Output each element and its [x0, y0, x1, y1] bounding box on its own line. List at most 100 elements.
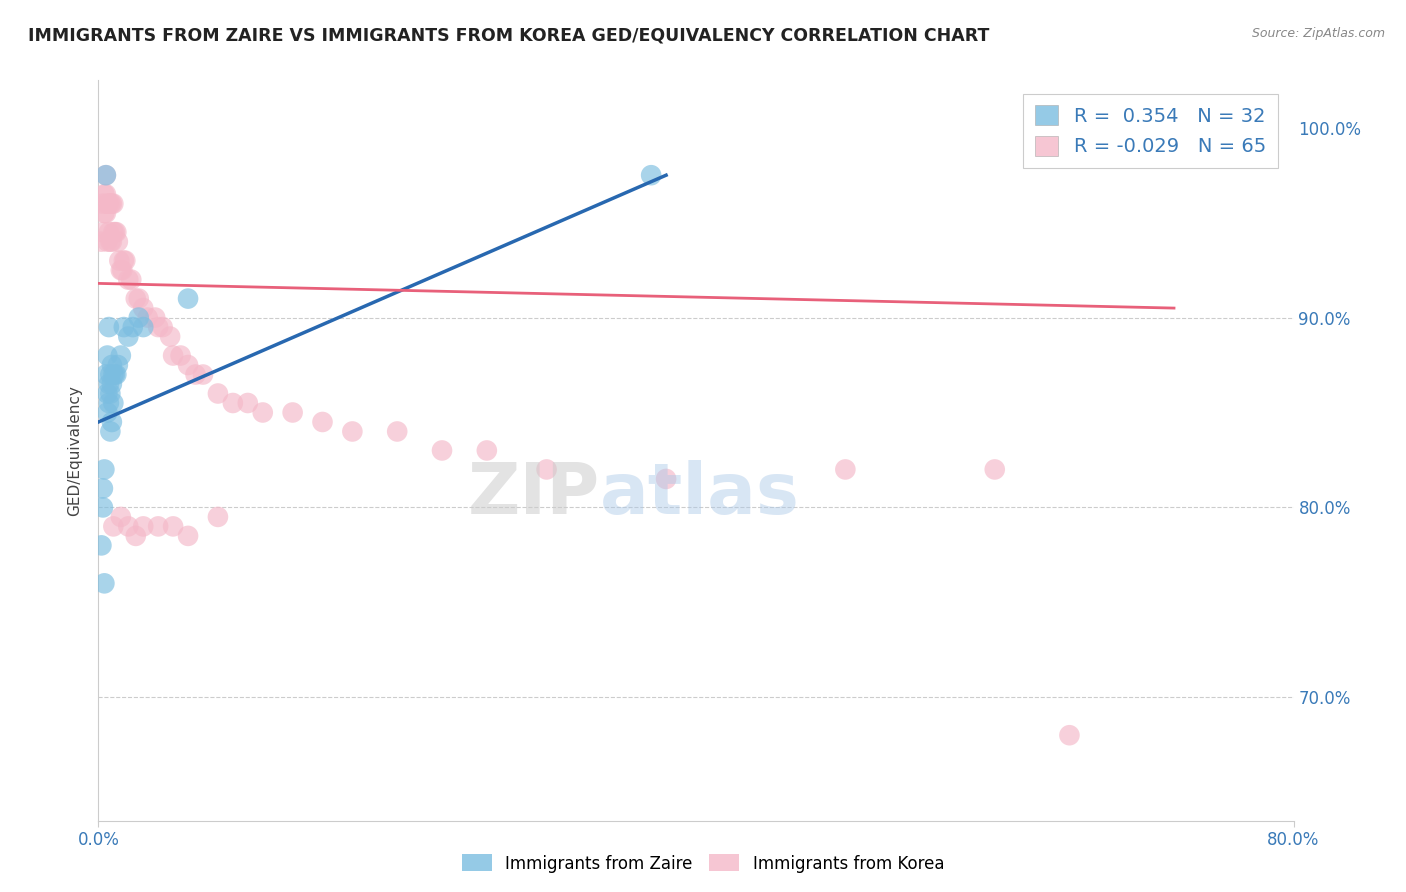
Point	[103, 196, 125, 211]
Text: ZIP: ZIP	[468, 460, 600, 529]
Point	[103, 368, 125, 382]
Point	[162, 519, 184, 533]
Point	[117, 519, 139, 533]
Point	[148, 320, 170, 334]
Point	[184, 368, 207, 382]
Point	[159, 329, 181, 343]
Point	[97, 377, 120, 392]
Point	[169, 349, 191, 363]
Point	[112, 253, 135, 268]
Point	[105, 368, 128, 382]
Point	[108, 253, 131, 268]
Point	[93, 187, 115, 202]
Point	[98, 235, 122, 249]
Text: atlas: atlas	[600, 460, 800, 529]
Point	[125, 529, 148, 543]
Point	[252, 405, 274, 419]
Point	[91, 500, 114, 515]
Point	[94, 168, 117, 182]
Point	[94, 368, 117, 382]
Text: Source: ZipAtlas.com: Source: ZipAtlas.com	[1251, 27, 1385, 40]
Point	[103, 519, 125, 533]
Point	[191, 368, 214, 382]
Point	[96, 386, 118, 401]
Point	[105, 225, 128, 239]
Text: IMMIGRANTS FROM ZAIRE VS IMMIGRANTS FROM KOREA GED/EQUIVALENCY CORRELATION CHART: IMMIGRANTS FROM ZAIRE VS IMMIGRANTS FROM…	[28, 27, 990, 45]
Point	[207, 509, 229, 524]
Point	[90, 235, 112, 249]
Point	[97, 196, 120, 211]
Point	[101, 196, 124, 211]
Point	[98, 196, 122, 211]
Point	[104, 225, 127, 239]
Point	[114, 253, 136, 268]
Point	[90, 538, 112, 552]
Point	[222, 396, 245, 410]
Point	[96, 349, 118, 363]
Point	[93, 576, 115, 591]
Point	[101, 415, 124, 429]
Point	[655, 472, 678, 486]
Point	[136, 310, 159, 325]
Point	[107, 235, 129, 249]
Point	[128, 310, 150, 325]
Point	[111, 263, 134, 277]
Point	[101, 358, 124, 372]
Point	[128, 292, 150, 306]
Point	[112, 320, 135, 334]
Point	[103, 396, 125, 410]
Point	[132, 301, 155, 315]
Point	[834, 462, 856, 476]
Point	[121, 320, 143, 334]
Y-axis label: GED/Equivalency: GED/Equivalency	[67, 385, 83, 516]
Point	[117, 329, 139, 343]
Point	[110, 509, 132, 524]
Point	[132, 519, 155, 533]
Point	[984, 462, 1007, 476]
Point	[177, 292, 200, 306]
Point	[117, 272, 139, 286]
Point	[94, 187, 117, 202]
Point	[207, 386, 229, 401]
Point	[162, 349, 184, 363]
Point	[103, 225, 125, 239]
Point	[107, 358, 129, 372]
Point	[98, 386, 122, 401]
Point	[101, 377, 124, 392]
Point	[97, 396, 120, 410]
Point	[97, 225, 120, 239]
Legend: Immigrants from Zaire, Immigrants from Korea: Immigrants from Zaire, Immigrants from K…	[456, 847, 950, 880]
Point	[1059, 728, 1081, 742]
Point	[93, 462, 115, 476]
Point	[96, 405, 118, 419]
Point	[385, 425, 409, 439]
Point	[640, 168, 662, 182]
Point	[96, 196, 118, 211]
Point	[94, 206, 117, 220]
Point	[152, 320, 174, 334]
Point	[132, 320, 155, 334]
Point	[110, 263, 132, 277]
Point	[342, 425, 364, 439]
Point	[96, 235, 118, 249]
Point	[101, 235, 124, 249]
Point	[475, 443, 498, 458]
Point	[91, 196, 114, 211]
Point	[536, 462, 558, 476]
Point	[98, 368, 122, 382]
Point	[91, 225, 114, 239]
Point	[97, 320, 120, 334]
Point	[125, 292, 148, 306]
Point	[177, 358, 200, 372]
Point	[143, 310, 166, 325]
Point	[91, 482, 114, 496]
Point	[93, 206, 115, 220]
Point	[94, 168, 117, 182]
Point	[281, 405, 304, 419]
Point	[430, 443, 453, 458]
Point	[148, 519, 170, 533]
Point	[110, 349, 132, 363]
Point	[311, 415, 333, 429]
Point	[120, 272, 142, 286]
Point	[98, 425, 122, 439]
